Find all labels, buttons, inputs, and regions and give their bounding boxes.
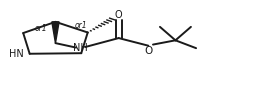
Text: or1: or1 bbox=[75, 21, 87, 30]
Polygon shape bbox=[52, 22, 59, 43]
Text: NH: NH bbox=[72, 43, 87, 53]
Text: O: O bbox=[115, 10, 123, 20]
Text: or1: or1 bbox=[35, 24, 47, 33]
Text: O: O bbox=[144, 46, 153, 56]
Text: HN: HN bbox=[9, 49, 24, 59]
